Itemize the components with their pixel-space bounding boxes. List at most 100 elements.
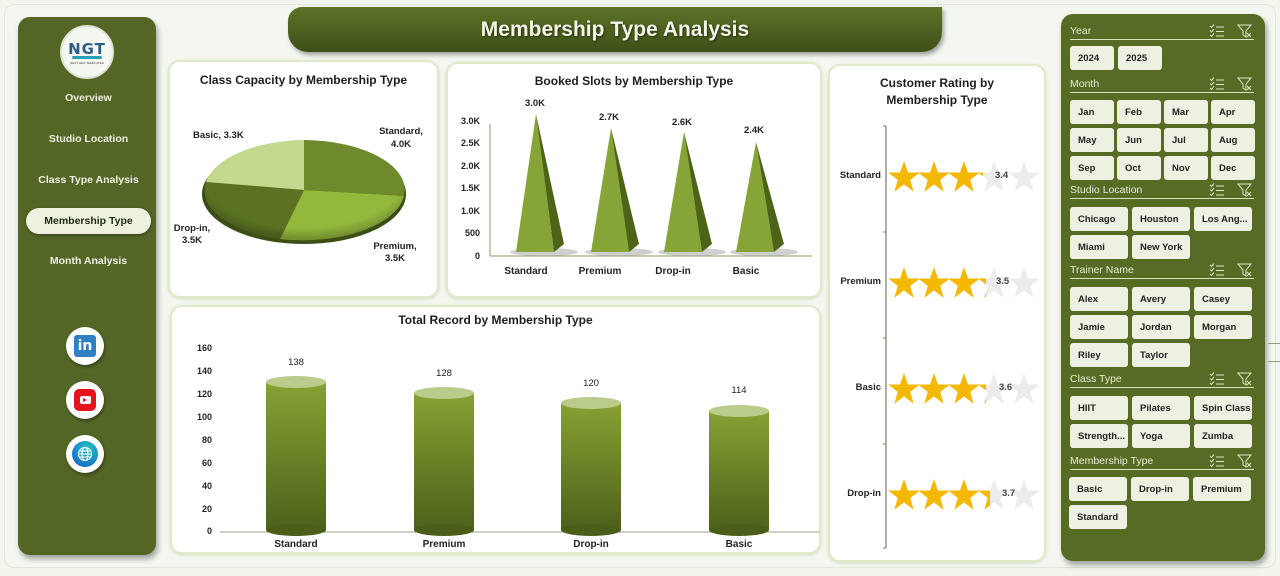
sidebar-item-overview[interactable]: Overview	[65, 92, 112, 104]
month-chip[interactable]: Jul	[1164, 128, 1208, 152]
slicer-header-studio-location: Studio Location	[1070, 181, 1254, 199]
pie-label-dropin-value: 3.5K	[181, 235, 203, 246]
star-rating-chart	[883, 125, 1040, 549]
month-chip[interactable]: Aug	[1211, 128, 1255, 152]
trainer-chip[interactable]: Avery	[1132, 287, 1190, 311]
clear-filter-icon[interactable]	[1236, 372, 1254, 386]
pyramid-standard[interactable]	[510, 114, 578, 256]
slicer-title: Trainer Name	[1070, 263, 1134, 276]
location-chip[interactable]: Los Ang...	[1194, 207, 1252, 231]
logo-mark: NGT	[68, 39, 106, 58]
y-tick: 500	[464, 228, 480, 238]
year-chip-2024[interactable]: 2024	[1070, 46, 1114, 70]
membership-chip[interactable]: Basic	[1069, 477, 1127, 501]
y-tick: 1.0K	[460, 206, 480, 216]
multi-select-icon[interactable]	[1208, 454, 1226, 468]
month-chip[interactable]: Apr	[1211, 100, 1255, 124]
class-type-chip[interactable]: HIIT	[1070, 396, 1128, 420]
data-label: 120	[583, 378, 599, 389]
pie-label-dropin-name: Drop-in,	[173, 223, 211, 234]
rating-stars-standard[interactable]	[888, 161, 1040, 192]
membership-chip[interactable]: Premium	[1193, 477, 1251, 501]
trainer-chip[interactable]: Casey	[1194, 287, 1252, 311]
pyramid-dropin[interactable]	[658, 132, 726, 256]
month-chip[interactable]: Oct	[1117, 156, 1161, 180]
rating-stars-premium[interactable]	[888, 267, 1040, 298]
clear-filter-icon[interactable]	[1236, 183, 1254, 197]
trainer-chip[interactable]: Jamie	[1070, 315, 1128, 339]
location-chip[interactable]: New York	[1132, 235, 1190, 259]
trainer-chip[interactable]: Taylor	[1132, 343, 1190, 367]
month-chip[interactable]: Nov	[1164, 156, 1208, 180]
class-type-chip[interactable]: Strength...	[1070, 424, 1128, 448]
month-chip[interactable]: Jan	[1070, 100, 1114, 124]
multi-select-icon[interactable]	[1208, 24, 1226, 38]
pie-label-standard-name: Standard,	[379, 126, 423, 137]
y-tick: 120	[196, 389, 212, 399]
class-capacity-card: Class Capacity by Membership Type Basic,…	[168, 60, 439, 298]
class-type-chip[interactable]: Spin Class	[1194, 396, 1252, 420]
data-label: 3.0K	[524, 98, 546, 109]
clear-filter-icon[interactable]	[1236, 77, 1254, 91]
location-chip[interactable]: Chicago	[1070, 207, 1128, 231]
sidebar-item-studio-location[interactable]: Studio Location	[48, 133, 129, 145]
sidebar-item-month-analysis[interactable]: Month Analysis	[49, 255, 128, 267]
data-label: 3.6	[999, 382, 1013, 393]
youtube-button[interactable]	[66, 381, 104, 419]
clear-filter-icon[interactable]	[1236, 263, 1254, 277]
clear-filter-icon[interactable]	[1236, 454, 1254, 468]
cylinder-basic[interactable]	[709, 405, 769, 536]
sidebar-item-class-type-analysis[interactable]: Class Type Analysis	[38, 174, 139, 186]
linkedin-button[interactable]: in	[66, 327, 104, 365]
rating-stars-dropin[interactable]	[888, 479, 1040, 510]
month-chip[interactable]: Mar	[1164, 100, 1208, 124]
y-tick: 60	[201, 458, 212, 468]
website-button[interactable]	[66, 435, 104, 473]
trainer-chip[interactable]: Riley	[1070, 343, 1128, 367]
cylinder-dropin[interactable]	[561, 397, 621, 536]
trainer-chip[interactable]: Jordan	[1132, 315, 1190, 339]
multi-select-icon[interactable]	[1208, 372, 1226, 386]
rating-stars-basic[interactable]	[888, 373, 1040, 404]
pie-label-premium-name: Premium,	[373, 241, 417, 252]
data-label: 3.5	[996, 276, 1010, 287]
multi-select-icon[interactable]	[1208, 263, 1226, 277]
month-chip[interactable]: May	[1070, 128, 1114, 152]
y-tick: 40	[201, 481, 212, 491]
location-chip[interactable]: Miami	[1070, 235, 1128, 259]
month-chip[interactable]: Jun	[1117, 128, 1161, 152]
filter-panel: Year 2024 2025 Month Jan Feb Mar Apr May…	[1061, 14, 1265, 561]
trainer-chip[interactable]: Alex	[1070, 287, 1128, 311]
slicer-title: Studio Location	[1070, 183, 1143, 196]
month-chip[interactable]: Sep	[1070, 156, 1114, 180]
month-chip[interactable]: Feb	[1117, 100, 1161, 124]
trainer-chip[interactable]: Morgan	[1194, 315, 1252, 339]
cylinder-standard[interactable]	[266, 376, 326, 536]
sidebar-item-membership-type[interactable]: Membership Type	[26, 208, 151, 234]
multi-select-icon[interactable]	[1208, 183, 1226, 197]
class-type-chip[interactable]: Yoga	[1132, 424, 1190, 448]
y-tick: 0	[474, 251, 480, 261]
cylinder-premium[interactable]	[414, 387, 474, 536]
data-label: 2.7K	[598, 112, 620, 123]
class-type-chip[interactable]: Zumba	[1194, 424, 1252, 448]
chart-title: Total Record by Membership Type	[398, 313, 593, 327]
pyramid-basic[interactable]	[730, 142, 798, 256]
data-label: 114	[731, 385, 747, 396]
edge-divider	[1268, 343, 1280, 344]
clear-filter-icon[interactable]	[1236, 24, 1254, 38]
ngt-logo: NGT NEXT GEN TEMPLATES	[60, 25, 114, 79]
multi-select-icon[interactable]	[1208, 77, 1226, 91]
y-tick: 140	[196, 366, 212, 376]
data-label: 2.6K	[671, 117, 693, 128]
membership-chip[interactable]: Standard	[1069, 505, 1127, 529]
class-type-chip[interactable]: Pilates	[1132, 396, 1190, 420]
month-chip[interactable]: Dec	[1211, 156, 1255, 180]
pyramid-chart	[489, 114, 812, 257]
location-chip[interactable]: Houston	[1132, 207, 1190, 231]
pyramid-premium[interactable]	[585, 128, 653, 256]
slicer-title: Month	[1070, 77, 1100, 90]
membership-chip[interactable]: Drop-in	[1131, 477, 1189, 501]
year-chip-2025[interactable]: 2025	[1118, 46, 1162, 70]
chart-title-line2: Membership Type	[886, 93, 988, 107]
